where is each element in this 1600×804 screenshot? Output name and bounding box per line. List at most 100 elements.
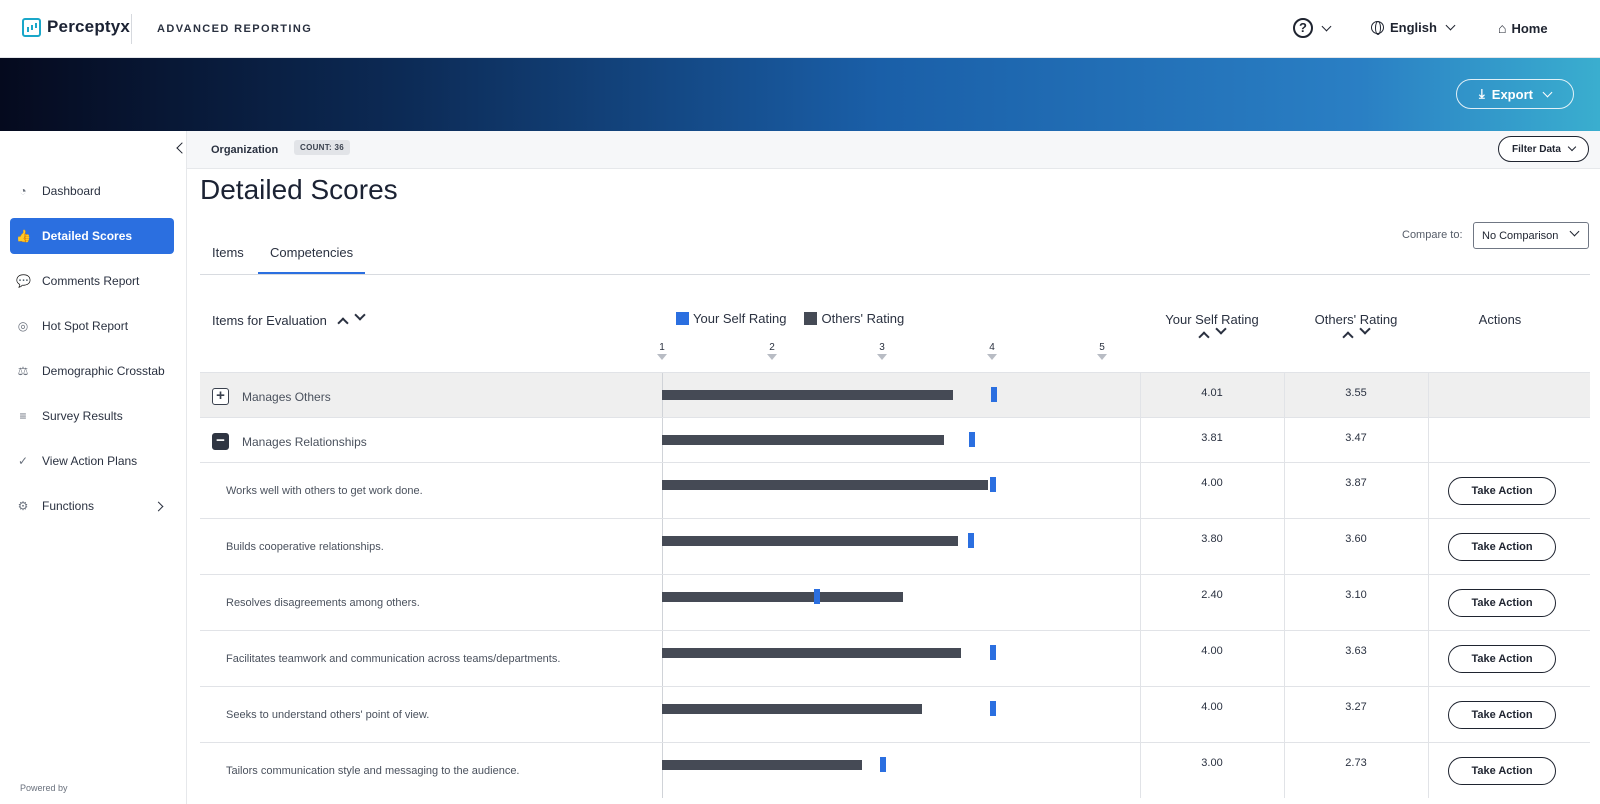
- sidebar-item-label: Survey Results: [42, 409, 123, 423]
- collapse-icon[interactable]: −: [212, 433, 229, 450]
- self-rating-marker: [990, 701, 996, 716]
- legend-others-label: Others' Rating: [821, 311, 905, 326]
- compare-select[interactable]: No Comparison: [1473, 222, 1589, 249]
- banner: ⤓ Export: [0, 58, 1600, 131]
- take-action-button[interactable]: Take Action: [1448, 533, 1556, 561]
- others-rating-bar: [662, 480, 988, 490]
- column-divider: [662, 687, 663, 742]
- column-divider: [1140, 519, 1141, 574]
- sort-ascending-icon[interactable]: [337, 316, 349, 329]
- sort-ascending-icon[interactable]: [1341, 331, 1354, 343]
- self-rating-value: 4.00: [1201, 645, 1223, 657]
- sidebar-item-hot-spot-report[interactable]: ◎ Hot Spot Report: [10, 308, 174, 344]
- sidebar-nav: ◔ Dashboard 👍 Detailed Scores 💬 Comments Repo…: [10, 173, 174, 533]
- chevron-down-icon: [1321, 21, 1332, 31]
- scale-icon: ⚖: [17, 364, 29, 378]
- column-divider: [1284, 687, 1285, 742]
- column-divider: [1284, 743, 1285, 798]
- legend-others-swatch: [804, 312, 818, 325]
- filter-data-button[interactable]: Filter Data: [1498, 136, 1589, 162]
- column-divider: [1428, 463, 1429, 518]
- collapse-sidebar-icon[interactable]: [176, 142, 188, 154]
- help-menu[interactable]: ?: [1293, 18, 1332, 38]
- self-rating-marker: [990, 645, 996, 660]
- item-label: Builds cooperative relationships.: [226, 541, 384, 553]
- check-circle-icon: ✓: [17, 454, 29, 468]
- expand-icon[interactable]: +: [212, 388, 229, 405]
- sidebar-item-label: Comments Report: [42, 274, 140, 288]
- self-rating-marker: [991, 387, 998, 402]
- logo[interactable]: Perceptyx: [22, 17, 130, 37]
- others-rating-value: 3.55: [1345, 387, 1367, 399]
- sidebar-item-label: Demographic Crosstab: [42, 364, 165, 378]
- column-divider: [1140, 687, 1141, 742]
- chevron-down-icon: [1542, 87, 1553, 97]
- compare-value: No Comparison: [1482, 229, 1559, 242]
- others-rating-bar: [662, 592, 903, 602]
- tab-items[interactable]: Items: [212, 245, 244, 260]
- help-icon: ?: [1293, 18, 1313, 38]
- sort-descending-icon[interactable]: [354, 308, 366, 321]
- self-rating-value: 3.80: [1201, 533, 1223, 545]
- group-row: − Manages Relationships 3.81 3.47: [200, 417, 1590, 462]
- column-divider: [662, 519, 663, 574]
- sidebar-item-view-action-plans[interactable]: ✓ View Action Plans: [10, 443, 174, 479]
- filter-data-label: Filter Data: [1512, 143, 1561, 155]
- sidebar-item-demographic-crosstab[interactable]: ⚖ Demographic Crosstab: [10, 353, 174, 389]
- bar-chart-icon: ≡: [19, 409, 27, 423]
- take-action-button[interactable]: Take Action: [1448, 645, 1556, 673]
- tab-competencies[interactable]: Competencies: [258, 245, 366, 274]
- sidebar-item-survey-results[interactable]: ≡ Survey Results: [10, 398, 174, 434]
- tabs: Items Competencies: [200, 233, 1590, 275]
- chart-legend: Your Self Rating Others' Rating: [676, 311, 904, 326]
- sidebar-item-label: View Action Plans: [42, 454, 138, 468]
- home-link[interactable]: ⌂ Home: [1498, 20, 1548, 36]
- self-rating-value: 4.00: [1201, 477, 1223, 489]
- sort-ascending-icon[interactable]: [1197, 331, 1210, 343]
- others-rating-bar: [662, 648, 962, 658]
- language-selector[interactable]: English: [1371, 20, 1456, 35]
- sidebar-item-functions[interactable]: ⚙ Functions: [10, 488, 174, 524]
- take-action-button[interactable]: Take Action: [1448, 757, 1556, 785]
- self-rating-marker: [969, 432, 976, 447]
- take-action-button[interactable]: Take Action: [1448, 477, 1556, 505]
- sidebar-item-label: Detailed Scores: [42, 229, 133, 243]
- legend-self-label: Your Self Rating: [693, 311, 787, 326]
- organization-label: Organization: [211, 144, 279, 156]
- column-divider: [1428, 418, 1429, 462]
- x-axis-tick: 2: [767, 342, 777, 360]
- sidebar-item-label: Hot Spot Report: [42, 319, 129, 333]
- column-divider: [1284, 519, 1285, 574]
- actions-column-header: Actions: [1478, 312, 1522, 327]
- download-icon: ⤓: [1479, 86, 1485, 101]
- sidebar-item-dashboard[interactable]: ◔ Dashboard: [10, 173, 174, 209]
- chart-x-axis: 1 2 3 4 5: [659, 342, 1122, 362]
- column-divider: [1140, 463, 1141, 518]
- sidebar-item-detailed-scores[interactable]: 👍 Detailed Scores: [10, 218, 174, 254]
- table-row: Seeks to understand others' point of vie…: [200, 686, 1590, 742]
- compare-label: Compare to:: [1402, 229, 1463, 241]
- take-action-button[interactable]: Take Action: [1448, 589, 1556, 617]
- column-divider: [1284, 575, 1285, 630]
- x-axis-tick: 1: [657, 342, 667, 360]
- take-action-button[interactable]: Take Action: [1448, 701, 1556, 729]
- item-label: Seeks to understand others' point of vie…: [226, 709, 430, 721]
- column-divider: [1428, 575, 1429, 630]
- others-rating-value: 3.87: [1345, 477, 1367, 489]
- chevron-down-icon: [1569, 226, 1580, 237]
- table-row: Works well with others to get work done.…: [200, 462, 1590, 518]
- sidebar-item-comments-report[interactable]: 💬 Comments Report: [10, 263, 174, 299]
- thumbs-up-icon: 👍: [16, 229, 31, 243]
- sidebar-item-label: Functions: [42, 499, 95, 513]
- export-button[interactable]: ⤓ Export: [1456, 79, 1574, 109]
- scores-table: + Manages Others 4.01 3.55 − Manages Relation…: [200, 372, 1590, 798]
- target-icon: ◎: [17, 319, 29, 333]
- column-divider: [662, 463, 663, 518]
- self-rating-value: 2.40: [1201, 589, 1223, 601]
- globe-icon: [1371, 21, 1384, 35]
- column-divider: [1428, 519, 1429, 574]
- table-row: Resolves disagreements among others. 2.40…: [200, 574, 1590, 630]
- item-label: Works well with others to get work done.: [226, 485, 423, 497]
- sidebar: ◔ Dashboard 👍 Detailed Scores 💬 Comments Repo…: [0, 131, 188, 804]
- group-row: + Manages Others 4.01 3.55: [200, 372, 1590, 417]
